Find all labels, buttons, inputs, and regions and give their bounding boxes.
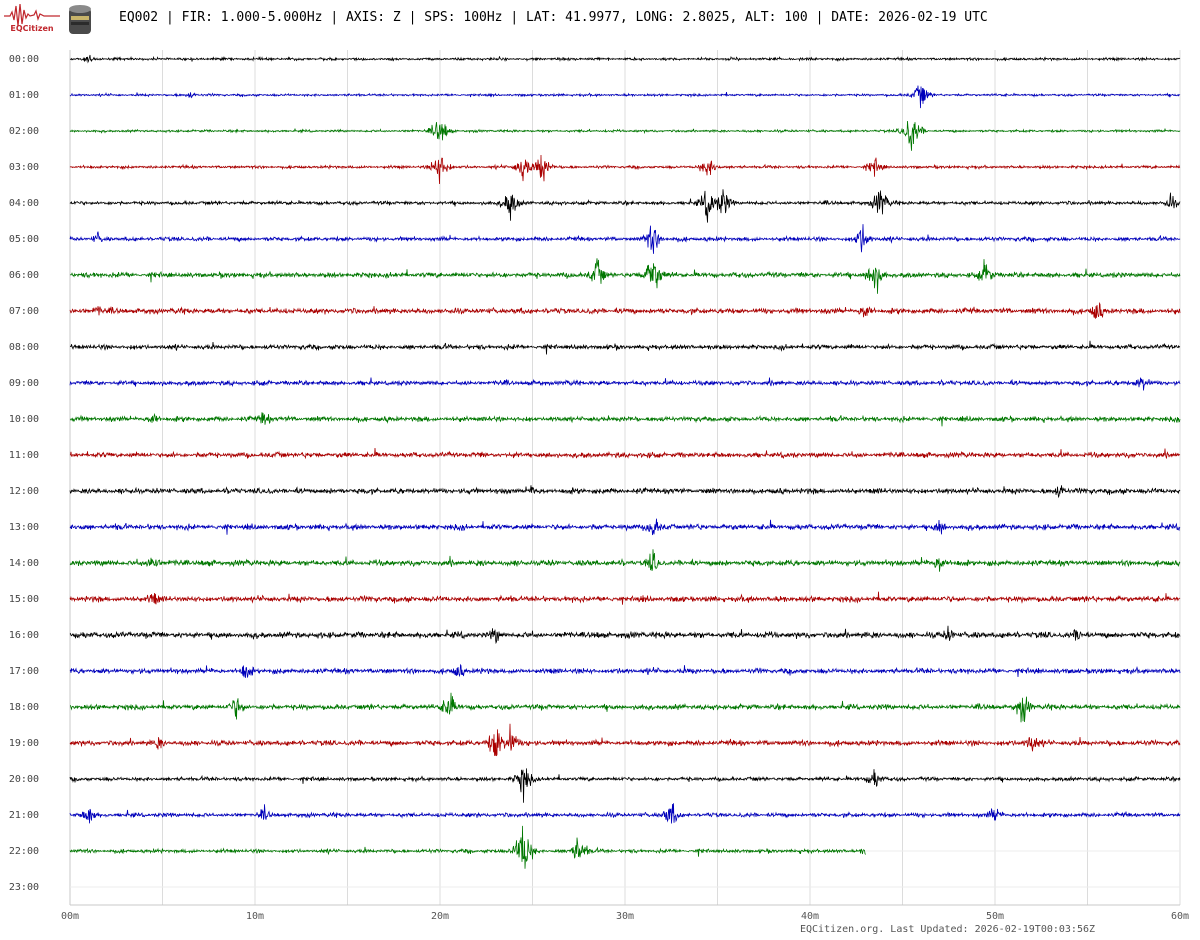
row-label: 00:00 [9,54,39,65]
sensor-icon [69,5,91,34]
row-label: 22:00 [9,846,39,857]
row-label: 05:00 [9,234,39,245]
row-label: 08:00 [9,342,39,353]
seismic-trace [69,803,1181,824]
row-label: 20:00 [9,774,39,785]
seismic-trace [69,258,1181,294]
row-label: 15:00 [9,594,39,605]
row-label: 18:00 [9,702,39,713]
chart-title: EQ002 | FIR: 1.000-5.000Hz | AXIS: Z | S… [119,10,988,25]
seismic-trace [69,340,1181,355]
row-label: 09:00 [9,378,39,389]
seismic-trace [69,447,1181,460]
seismic-trace [69,412,1181,427]
x-tick-label: 20m [431,911,449,922]
row-label: 21:00 [9,810,39,821]
seismic-trace [69,120,1181,151]
seismic-trace [69,54,1181,64]
seismic-trace [69,663,1181,678]
seismic-trace [69,518,1181,536]
logo-text: EQCitizen [10,24,54,33]
row-label: 07:00 [9,306,39,317]
seismic-trace [69,377,1181,391]
row-label: 23:00 [9,882,39,893]
row-label: 14:00 [9,558,39,569]
footer-updated: EQCitizen.org. Last Updated: 2026-02-19T… [800,924,1096,935]
row-label: 04:00 [9,198,39,209]
row-label: 19:00 [9,738,39,749]
seismic-trace [69,485,1181,499]
eqcitizen-logo [4,3,60,27]
x-tick-label: 60m [1171,911,1189,922]
seismic-trace [69,768,1181,803]
row-label: 03:00 [9,162,39,173]
x-tick-label: 40m [801,911,819,922]
seismic-trace [70,692,1181,723]
seismic-trace [69,85,1181,109]
seismic-trace [69,189,1181,223]
x-tick-label: 30m [616,911,634,922]
row-label: 02:00 [9,126,39,137]
row-label: 01:00 [9,90,39,101]
row-label: 06:00 [9,270,39,281]
row-label: 12:00 [9,486,39,497]
x-tick-label: 50m [986,911,1004,922]
seismic-trace [69,301,1181,320]
row-label: 11:00 [9,450,39,461]
row-label: 13:00 [9,522,39,533]
row-label: 16:00 [9,630,39,641]
seismic-trace [69,154,1181,185]
seismic-trace [69,591,1181,605]
row-label: 10:00 [9,414,39,425]
header: EQCitizen EQ002 | FIR: 1.000-5.000Hz | A… [0,0,1200,40]
seismic-trace [69,224,1181,254]
x-tick-label: 00m [61,911,79,922]
seismic-trace [69,549,1181,572]
row-label: 17:00 [9,666,39,677]
x-tick-label: 10m [246,911,264,922]
seismic-trace [69,625,1181,645]
seismic-trace [69,825,866,869]
seismic-trace [69,723,1181,757]
